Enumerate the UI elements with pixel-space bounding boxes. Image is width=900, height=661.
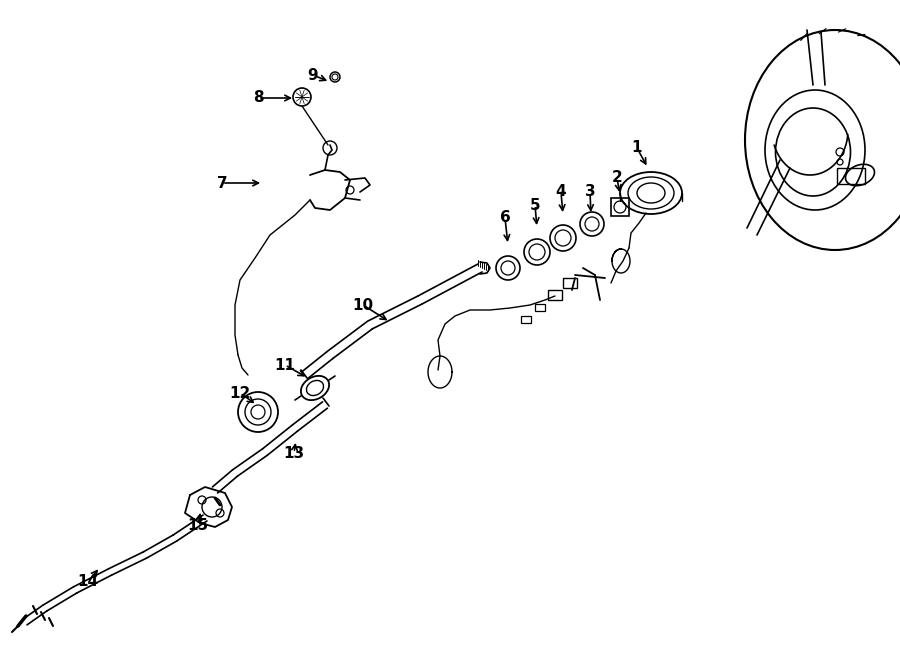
Text: 6: 6	[500, 210, 510, 225]
Text: 4: 4	[555, 184, 566, 200]
Text: 7: 7	[217, 176, 228, 190]
Bar	[611, 198, 629, 216]
Text: 12: 12	[230, 385, 250, 401]
Text: 15: 15	[187, 518, 209, 533]
Text: 2: 2	[612, 171, 623, 186]
Text: 8: 8	[253, 91, 264, 106]
Bar	[837, 168, 865, 184]
Bar	[521, 316, 531, 323]
Bar	[535, 304, 545, 311]
Bar	[563, 278, 577, 288]
Text: 14: 14	[77, 574, 99, 590]
Text: 5: 5	[530, 198, 540, 212]
Text: 9: 9	[308, 67, 319, 83]
Text: 3: 3	[585, 184, 595, 200]
Bar	[548, 290, 562, 300]
Text: 11: 11	[274, 358, 295, 373]
Text: 1: 1	[632, 141, 643, 155]
Text: 13: 13	[284, 446, 304, 461]
Text: 10: 10	[353, 297, 374, 313]
